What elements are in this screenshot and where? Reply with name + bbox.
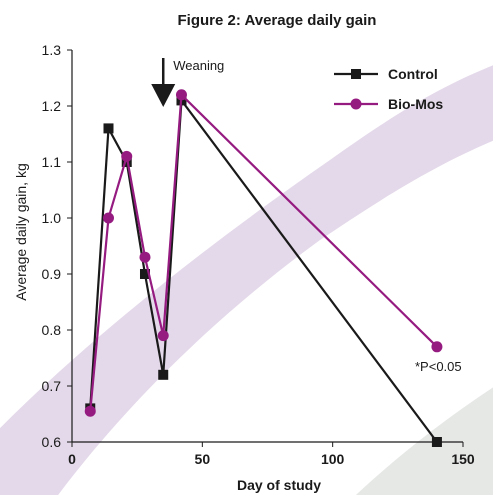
y-tick-label: 0.8 <box>42 322 62 338</box>
y-tick-label: 0.9 <box>42 266 62 282</box>
data-point-control <box>103 123 114 134</box>
background-bands <box>0 65 493 500</box>
data-point-bio-mos <box>157 330 169 342</box>
data-point-bio-mos <box>175 89 187 101</box>
weaning-label: Weaning <box>173 58 224 73</box>
legend-marker-control <box>351 69 361 79</box>
data-point-control <box>139 269 150 279</box>
x-tick-label: 100 <box>321 451 345 467</box>
data-point-bio-mos <box>121 150 133 162</box>
x-axis-title: Day of study <box>237 477 321 493</box>
legend-marker-bio-mos <box>350 98 362 110</box>
data-point-bio-mos <box>102 212 114 224</box>
y-tick-label: 1.1 <box>42 154 62 170</box>
x-tick-label: 150 <box>451 451 475 467</box>
legend-label-bio-mos: Bio-Mos <box>388 96 443 112</box>
data-point-bio-mos <box>84 405 96 417</box>
data-point-bio-mos <box>431 341 443 353</box>
y-tick-label: 1.3 <box>42 42 62 58</box>
y-tick-label: 0.7 <box>42 378 62 394</box>
axes: 0.6 0.7 0.8 0.9 1.0 1.1 1.2 1.3 0 50 100 150 <box>42 42 475 467</box>
background-band-purple <box>0 65 493 500</box>
significance-label: *P<0.05 <box>415 359 462 374</box>
series-bio-mos <box>84 89 443 417</box>
y-tick-label: 0.6 <box>42 434 62 450</box>
annotations: Weaning *P<0.05 <box>151 58 462 374</box>
data-point-control <box>431 437 442 447</box>
legend-label-control: Control <box>388 66 438 82</box>
x-tick-label: 50 <box>195 451 211 467</box>
y-tick-label: 1.2 <box>42 98 62 114</box>
data-point-control <box>158 369 169 380</box>
x-tick-label: 0 <box>68 451 76 467</box>
background-band-grey <box>350 387 493 500</box>
series-layer <box>84 89 443 447</box>
chart-title: Figure 2: Average daily gain <box>178 12 377 29</box>
data-point-bio-mos <box>139 251 151 263</box>
legend: Control Bio-Mos <box>334 66 443 112</box>
y-axis-title: Average daily gain, kg <box>13 163 29 301</box>
weaning-arrow-head <box>151 84 176 107</box>
y-tick-label: 1.0 <box>42 210 62 226</box>
